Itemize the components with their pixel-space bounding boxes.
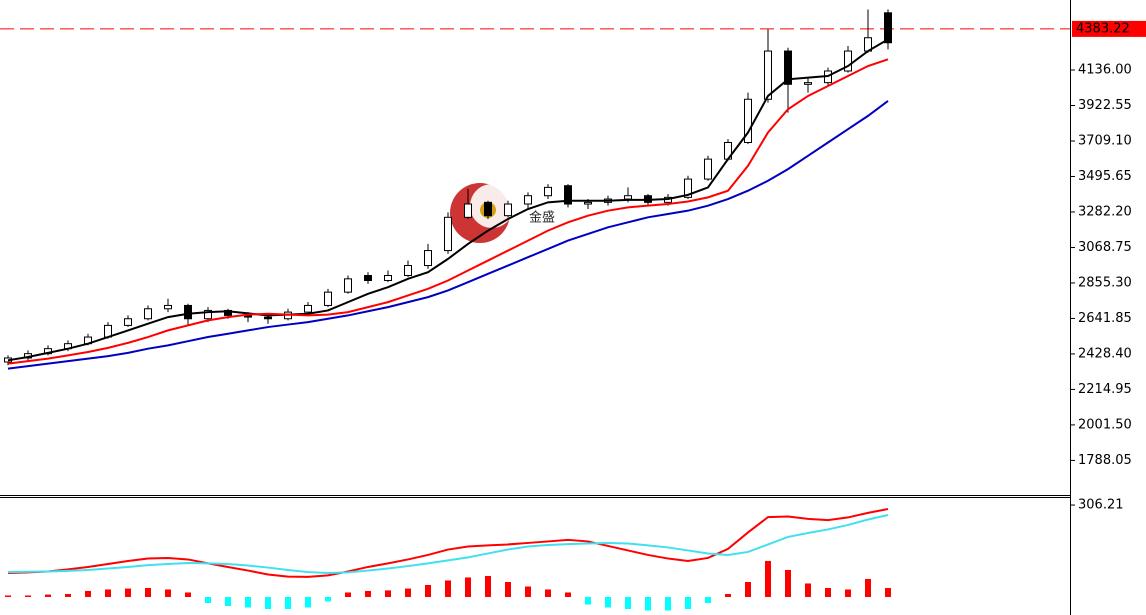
- histogram-bar: [885, 587, 891, 597]
- y-tick-label: 3922.55: [1078, 98, 1132, 113]
- histogram-bar: [785, 569, 791, 597]
- histogram-bar: [645, 596, 651, 611]
- histogram-bar: [305, 596, 311, 608]
- histogram-bar: [745, 581, 751, 597]
- histogram-bar: [45, 594, 51, 597]
- histogram-bar: [445, 580, 451, 597]
- candle-body: [564, 185, 572, 205]
- y-tick-label: 2001.50: [1078, 417, 1132, 432]
- histogram-bar: [245, 596, 251, 608]
- candle-body: [704, 158, 712, 180]
- histogram-bar: [585, 596, 591, 605]
- y-tick-label: 3068.75: [1078, 240, 1132, 255]
- histogram-bar: [625, 596, 631, 609]
- y-tick-label: 1788.05: [1078, 453, 1132, 468]
- histogram-bar: [365, 590, 371, 597]
- histogram-bar: [325, 596, 331, 602]
- histogram-bar: [845, 589, 851, 597]
- candle-body: [304, 304, 312, 313]
- histogram-bar: [205, 596, 211, 603]
- candle-body: [884, 12, 892, 44]
- candle-body: [464, 203, 472, 218]
- histogram-bar: [565, 592, 571, 597]
- y-tick-label: 3282.20: [1078, 204, 1132, 219]
- histogram-bar: [145, 587, 151, 597]
- histogram-bar: [185, 592, 191, 597]
- histogram-bar: [665, 596, 671, 611]
- histogram-bar: [345, 592, 351, 597]
- histogram-bar: [425, 584, 431, 597]
- histogram-bar: [405, 588, 411, 597]
- histogram-bar: [25, 595, 31, 597]
- moving-average: [7, 38, 889, 362]
- y-tick-label: 3709.10: [1078, 133, 1132, 148]
- histogram-bar: [85, 590, 91, 597]
- candle-body: [164, 304, 172, 310]
- histogram-bar: [825, 587, 831, 597]
- histogram-bar: [765, 560, 771, 597]
- histogram-bar: [5, 595, 11, 597]
- candle-body: [584, 201, 592, 205]
- candle-body: [804, 82, 812, 85]
- candle-body: [544, 186, 552, 197]
- price-label-box: [1072, 20, 1146, 37]
- candle-body: [384, 275, 392, 282]
- candle-body: [324, 291, 332, 306]
- candle-body: [684, 178, 692, 198]
- candle-body: [784, 50, 792, 85]
- histogram-bar: [225, 596, 231, 606]
- histogram-bar: [705, 596, 711, 603]
- y-tick-label: 2855.30: [1078, 275, 1132, 290]
- moving-average: [7, 58, 889, 365]
- price-label: 4383.22: [1076, 21, 1130, 36]
- candle-body: [144, 308, 152, 320]
- histogram-bar: [265, 596, 271, 609]
- candle-body: [184, 304, 192, 320]
- histogram-bar: [285, 596, 291, 609]
- histogram-bar: [485, 575, 491, 597]
- candle-body: [524, 195, 532, 205]
- candle-body: [764, 50, 772, 100]
- histogram-bar: [505, 581, 511, 597]
- histogram-bar: [65, 593, 71, 597]
- macd-line: [7, 514, 889, 574]
- candle-body: [264, 316, 272, 320]
- histogram-bar: [545, 589, 551, 597]
- watermark: 金盛: [529, 210, 555, 226]
- candle-body: [744, 98, 752, 143]
- histogram-bar: [385, 590, 391, 597]
- candle-body: [364, 275, 372, 282]
- histogram-bar: [605, 596, 611, 608]
- candle-body: [844, 50, 852, 72]
- histogram-bar: [125, 588, 131, 597]
- histogram-bar: [685, 596, 691, 609]
- moving-average: [7, 100, 889, 370]
- candle-body: [484, 201, 492, 217]
- macd-line: [7, 508, 889, 578]
- histogram-bar: [865, 578, 871, 597]
- histogram-bar: [105, 589, 111, 597]
- candle-body: [504, 203, 512, 217]
- candle-body: [624, 195, 632, 200]
- y-tick-label: 2428.40: [1078, 346, 1132, 361]
- histogram-bar: [465, 577, 471, 597]
- candle-body: [424, 250, 432, 267]
- candle-body: [444, 216, 452, 252]
- y-tick-label: 4136.00: [1078, 63, 1132, 78]
- candle-body: [204, 309, 212, 320]
- candle-body: [404, 265, 412, 277]
- histogram-bar: [525, 586, 531, 597]
- y-tick-label: 2214.95: [1078, 382, 1132, 397]
- y-tick-label: 3495.65: [1078, 169, 1132, 184]
- y-tick-label: 306.21: [1078, 498, 1124, 513]
- histogram-bar: [725, 593, 731, 597]
- histogram-bar: [805, 583, 811, 597]
- histogram-bar: [165, 589, 171, 597]
- candle-body: [344, 278, 352, 293]
- candle-body: [124, 318, 132, 326]
- y-tick-label: 2641.85: [1078, 311, 1132, 326]
